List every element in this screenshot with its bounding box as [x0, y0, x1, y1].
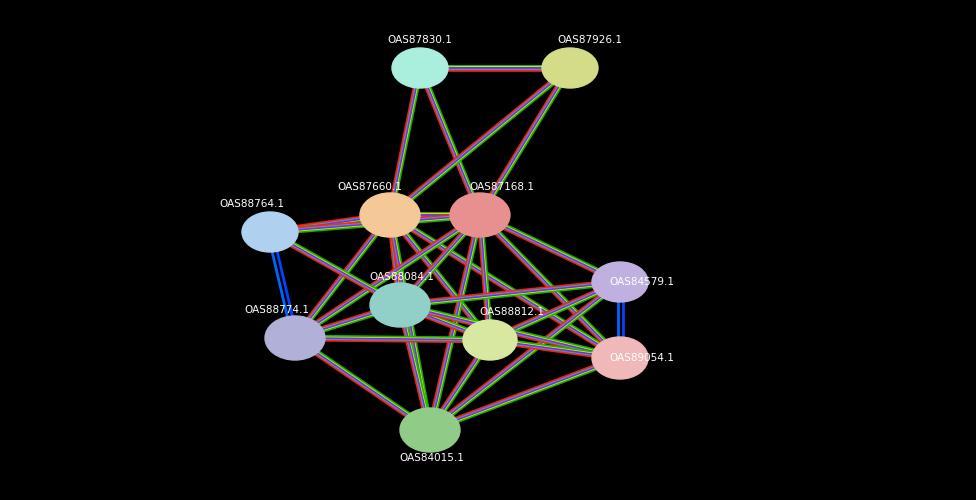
Ellipse shape: [592, 262, 648, 302]
Ellipse shape: [360, 193, 420, 237]
Ellipse shape: [542, 48, 598, 88]
Ellipse shape: [592, 337, 648, 379]
Text: OAS88812.1: OAS88812.1: [479, 307, 545, 317]
Text: OAS87830.1: OAS87830.1: [387, 35, 453, 45]
Text: OAS88084.1: OAS88084.1: [370, 272, 434, 282]
Ellipse shape: [265, 316, 325, 360]
Ellipse shape: [450, 193, 510, 237]
Text: OAS88774.1: OAS88774.1: [245, 305, 309, 315]
Text: OAS87168.1: OAS87168.1: [469, 182, 535, 192]
Text: OAS89054.1: OAS89054.1: [610, 353, 674, 363]
Ellipse shape: [463, 320, 517, 360]
Ellipse shape: [400, 408, 460, 452]
Ellipse shape: [370, 283, 430, 327]
Text: OAS87926.1: OAS87926.1: [557, 35, 623, 45]
Text: OAS84015.1: OAS84015.1: [399, 453, 465, 463]
Text: OAS88764.1: OAS88764.1: [220, 199, 284, 209]
Text: OAS87660.1: OAS87660.1: [338, 182, 402, 192]
Ellipse shape: [242, 212, 298, 252]
Text: OAS84579.1: OAS84579.1: [609, 277, 674, 287]
Ellipse shape: [392, 48, 448, 88]
